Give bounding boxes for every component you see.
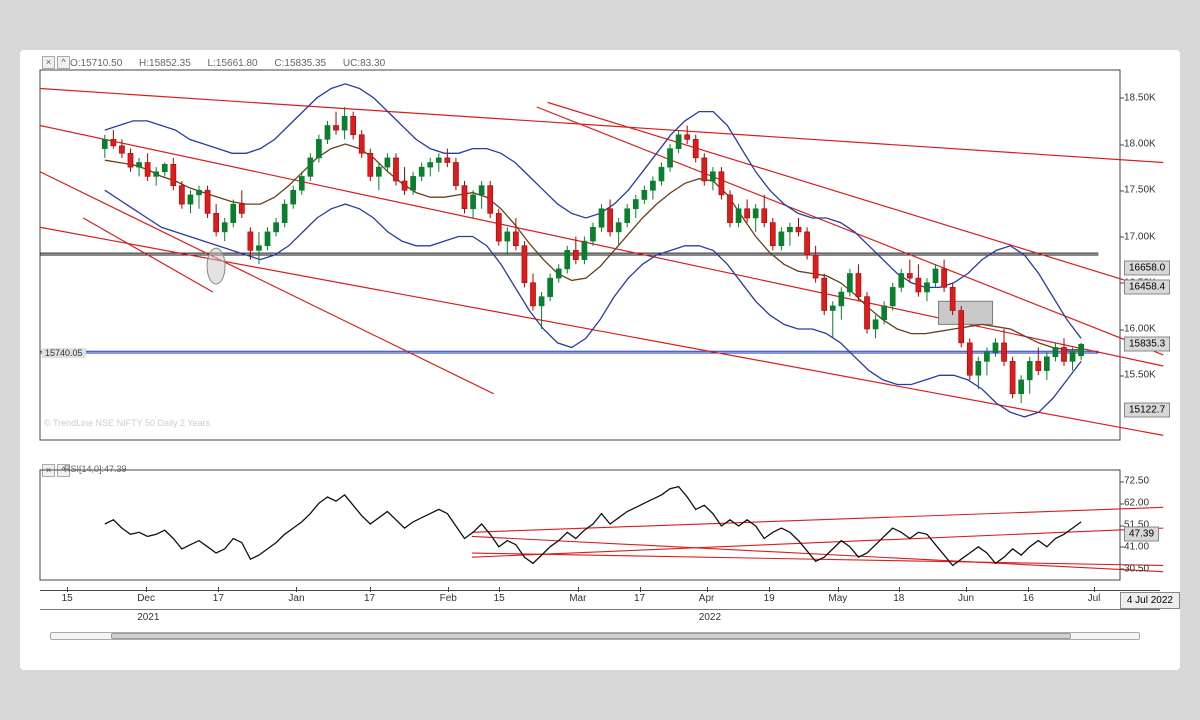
xtick: Jul	[1088, 593, 1101, 604]
watermark: © TrendLine NSE NIFTY 50 Daily 2 Years	[44, 418, 210, 428]
ohlc-open: O:15710.50	[70, 58, 122, 69]
ytick: 30.50	[1124, 563, 1149, 574]
ohlc-readout: O:15710.50 H:15852.35 L:15661.80 C:15835…	[70, 58, 399, 69]
time-scrollbar-track[interactable]	[50, 632, 1140, 640]
price-tag: 15835.3	[1124, 337, 1170, 352]
ohlc-low: L:15661.80	[208, 58, 258, 69]
rsi-current-tag: 47.39	[1124, 526, 1159, 541]
year-label: 2022	[699, 612, 721, 623]
xtick: 17	[213, 593, 224, 604]
xtick: Apr	[699, 593, 715, 604]
chart-frame: × ^ O:15710.50 H:15852.35 L:15661.80 C:1…	[20, 50, 1180, 670]
ohlc-high: H:15852.35	[139, 58, 191, 69]
xtick: Jan	[288, 593, 304, 604]
xtick: Dec	[137, 593, 155, 604]
current-date-box: 4 Jul 2022	[1120, 592, 1180, 609]
xtick: 16	[1023, 593, 1034, 604]
xtick: Feb	[440, 593, 457, 604]
ytick: 15.50K	[1124, 370, 1156, 381]
rsi-chart[interactable]	[40, 470, 1120, 580]
xtick: Jun	[958, 593, 974, 604]
xtick: 15	[62, 593, 73, 604]
ytick: 17.00K	[1124, 231, 1156, 242]
ytick: 18.50K	[1124, 92, 1156, 103]
xtick: 17	[634, 593, 645, 604]
price-y-axis: 15.50K16.00K16.50K17.00K17.50K18.00K18.5…	[1124, 70, 1180, 440]
price-tag: 16458.4	[1124, 279, 1170, 294]
main-toolbar-icons: × ^	[42, 56, 70, 69]
ohlc-close: C:15835.35	[274, 58, 326, 69]
time-axis: Jul 16 Jun 18 May 19 Apr 17 Mar 15 Feb 17 Jan 17 Dec 15…	[40, 590, 1160, 630]
ytick: 17.50K	[1124, 185, 1156, 196]
xtick: 19	[764, 593, 775, 604]
ytick: 18.00K	[1124, 139, 1156, 150]
tool-icon[interactable]: ×	[42, 56, 55, 69]
price-chart[interactable]	[40, 70, 1120, 440]
xtick: 17	[364, 593, 375, 604]
ytick: 41.00	[1124, 541, 1149, 552]
tool-icon[interactable]: ^	[57, 56, 70, 69]
xtick: 15	[494, 593, 505, 604]
hline-price-label: 15740.05	[42, 348, 86, 358]
rsi-y-axis: 30.5041.0051.5062.0072.5047.39	[1124, 470, 1180, 580]
xtick: Mar	[569, 593, 586, 604]
ytick: 62.00	[1124, 498, 1149, 509]
ytick: 16.00K	[1124, 324, 1156, 335]
year-row: 2021 2022	[40, 609, 1160, 623]
xtick: 18	[893, 593, 904, 604]
price-tag: 15122.7	[1124, 403, 1170, 418]
ohlc-uc: UC:83.30	[343, 58, 385, 69]
xtick: May	[828, 593, 847, 604]
year-label: 2021	[137, 612, 159, 623]
price-tag: 16658.0	[1124, 261, 1170, 276]
time-scrollbar-thumb[interactable]	[111, 633, 1071, 639]
ytick: 72.50	[1124, 476, 1149, 487]
